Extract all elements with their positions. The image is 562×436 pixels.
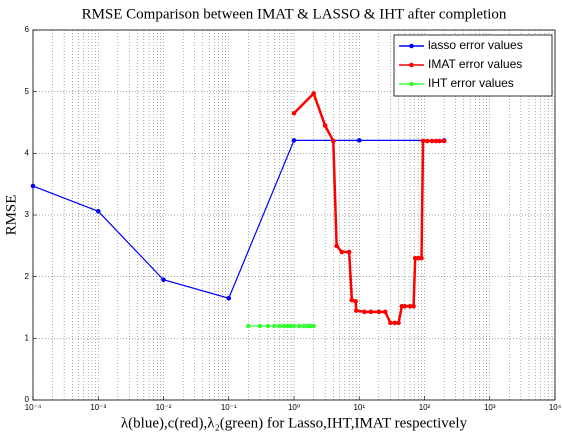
series-marker: [441, 138, 447, 144]
series-marker: [305, 323, 310, 329]
series-marker: [388, 320, 393, 326]
series-marker: [322, 123, 328, 128]
series-marker: [437, 138, 442, 144]
y-tick-label: 3: [25, 210, 30, 219]
chart-title: RMSE Comparison between IMAT & LASSO & I…: [82, 6, 507, 22]
series-marker: [285, 323, 290, 329]
x-tick-label: 10⁻³: [90, 403, 106, 412]
series-marker: [161, 277, 166, 283]
x-axis-label: λ(blue),c(red),λ₂(green) for Lasso,IHT,I…: [121, 415, 468, 431]
series-marker: [382, 309, 388, 315]
series-marker: [356, 138, 362, 143]
series-marker: [415, 255, 421, 261]
x-tick-label: 10⁻¹: [221, 403, 237, 412]
plot-frame: [32, 29, 556, 401]
series-marker: [349, 297, 355, 303]
y-tick-label: 1: [25, 333, 30, 342]
y-tick-label: 2: [25, 272, 30, 281]
x-tick-label: 10¹: [353, 403, 365, 412]
x-tick-label: 10⁴: [549, 403, 562, 412]
series-marker: [429, 138, 435, 144]
series-marker: [95, 209, 101, 214]
series-marker: [311, 323, 316, 329]
y-tick-label: 5: [25, 87, 30, 96]
legend-label: IHT error values: [428, 76, 514, 90]
series-marker: [339, 249, 345, 255]
legend-marker: [409, 43, 414, 49]
series-marker: [433, 138, 439, 144]
x-tick-label: 10⁰: [288, 403, 300, 412]
series-marker: [419, 255, 424, 261]
series-marker: [301, 323, 306, 329]
series-marker: [392, 320, 398, 326]
series-marker: [296, 323, 302, 329]
series-marker: [330, 138, 336, 144]
series-marker: [376, 309, 382, 315]
legend-marker: [409, 81, 414, 87]
series-marker: [346, 249, 352, 255]
legend-marker: [409, 62, 414, 68]
y-tick-label: 6: [25, 25, 30, 34]
legend-label: lasso error values: [428, 38, 523, 52]
series-marker: [257, 323, 263, 329]
series-marker: [265, 323, 271, 329]
series-marker: [402, 303, 408, 309]
series-marker: [246, 323, 251, 329]
series-marker: [226, 295, 232, 301]
series-marker: [311, 91, 316, 96]
series-marker: [353, 299, 358, 304]
series-marker: [368, 309, 374, 315]
x-tick-label: 10⁻⁴: [25, 403, 42, 412]
series-marker: [362, 309, 367, 315]
series-marker: [420, 138, 426, 144]
series-marker: [272, 323, 277, 329]
series-marker: [291, 110, 297, 116]
series-marker: [334, 243, 339, 249]
y-tick-label: 4: [25, 148, 30, 157]
series-marker: [30, 183, 36, 189]
series-marker: [291, 323, 297, 329]
series-marker: [281, 323, 287, 329]
x-tick-label: 10⁻²: [156, 403, 172, 412]
x-tick-label: 10²: [419, 403, 431, 412]
series-marker: [396, 320, 401, 326]
y-tick-label: 0: [25, 395, 30, 404]
series-marker: [353, 308, 359, 313]
series-marker: [424, 138, 430, 144]
series-marker: [407, 303, 413, 309]
legend-label: IMAT error values: [428, 57, 522, 71]
series-marker: [411, 303, 416, 309]
series-marker: [277, 323, 282, 329]
series-marker: [291, 138, 297, 143]
x-tick-label: 10³: [484, 403, 496, 412]
y-axis-label: RMSE: [3, 195, 19, 236]
